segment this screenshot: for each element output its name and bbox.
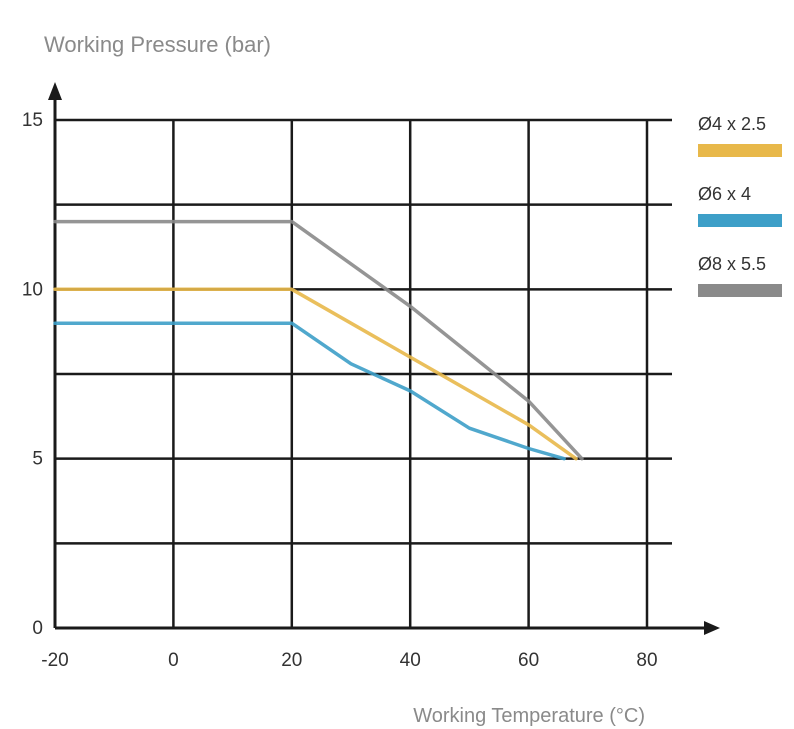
y-axis-arrow bbox=[48, 82, 62, 100]
series-lines bbox=[53, 219, 584, 461]
x-axis-arrow bbox=[704, 621, 720, 635]
x-tick-label: 60 bbox=[518, 650, 539, 671]
legend-swatch bbox=[698, 214, 782, 227]
x-tick-label: -20 bbox=[41, 650, 68, 671]
series-line-1 bbox=[53, 287, 578, 461]
legend-swatch bbox=[698, 284, 782, 297]
x-tick-label: 40 bbox=[400, 650, 421, 671]
x-tick-label: 80 bbox=[636, 650, 657, 671]
series-line-3 bbox=[53, 219, 584, 461]
legend-label: Ø8 x 5.5 bbox=[698, 254, 766, 274]
legend-label: Ø6 x 4 bbox=[698, 184, 751, 204]
legend: Ø4 x 2.5 Ø6 x 4 Ø8 x 5.5 bbox=[698, 114, 782, 297]
series-line-2 bbox=[53, 321, 566, 461]
x-tick-label: 20 bbox=[281, 650, 302, 671]
y-tick-label: 10 bbox=[22, 279, 43, 300]
x-axis-label: Working Temperature (°C) bbox=[413, 705, 645, 727]
y-axis-label: Working Pressure (bar) bbox=[44, 32, 271, 57]
y-tick-label: 0 bbox=[32, 618, 43, 639]
legend-swatch bbox=[698, 144, 782, 157]
y-tick-label: 5 bbox=[32, 449, 43, 470]
x-tick-label: 0 bbox=[168, 650, 179, 671]
grid bbox=[53, 118, 672, 630]
legend-label: Ø4 x 2.5 bbox=[698, 114, 766, 134]
y-tick-label: 15 bbox=[22, 110, 43, 131]
tick-labels: -20 0 20 40 60 80 0 5 10 15 bbox=[22, 110, 658, 671]
axes bbox=[48, 82, 720, 635]
